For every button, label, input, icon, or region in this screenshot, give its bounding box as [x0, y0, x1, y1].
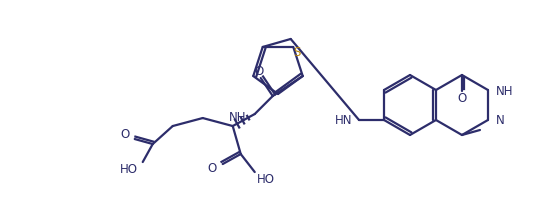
Text: O: O [120, 127, 130, 141]
Text: O: O [458, 92, 466, 106]
Text: O: O [254, 64, 263, 78]
Text: NH: NH [229, 111, 247, 124]
Text: HO: HO [257, 172, 275, 186]
Text: S: S [294, 46, 301, 60]
Text: N: N [496, 114, 505, 126]
Text: HN: HN [334, 114, 352, 126]
Text: HO: HO [120, 163, 138, 175]
Text: NH: NH [496, 86, 514, 98]
Text: O: O [207, 161, 217, 175]
